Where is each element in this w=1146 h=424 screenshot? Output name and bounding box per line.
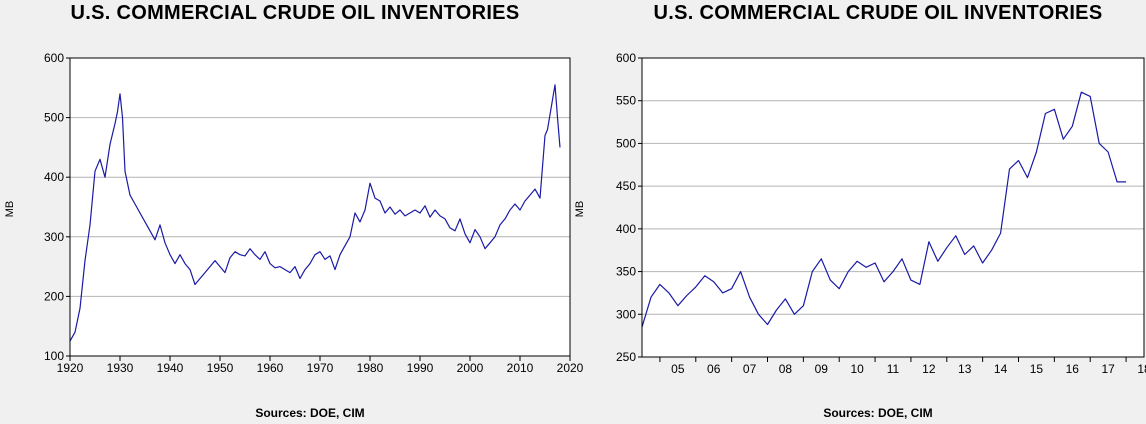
right-tick-label-x: 12: [922, 362, 936, 376]
left-plot-frame: [69, 57, 571, 357]
left-tick-label-x: 1940: [157, 361, 184, 375]
left-tick-label-x: 2020: [557, 361, 584, 375]
right-tick-label-y: 450: [616, 179, 636, 193]
chart-source-right: Sources: DOE, CIM: [823, 406, 933, 420]
right-tick-label-x: 11: [887, 362, 900, 376]
chart-title-right: U.S. COMMERCIAL CRUDE OIL INVENTORIES: [653, 2, 1103, 24]
left-tick-label-y: 600: [44, 51, 64, 65]
right-tick-label-x: 06: [707, 362, 721, 376]
chart-plot-left: 100 200 300 400 500 600 1920 1930 1940 1950 1960 19…: [44, 51, 584, 375]
left-tick-label-x: 1930: [107, 361, 134, 375]
left-tick-label-x: 1970: [307, 361, 334, 375]
chart-panel-right: U.S. COMMERCIAL CRUDE OIL INVENTORIES MB…: [570, 0, 1146, 424]
right-tick-label-x: 07: [743, 362, 757, 376]
left-plot-area: [70, 58, 570, 356]
left-tick-label-y: 100: [44, 349, 64, 363]
right-tick-label-x: 18: [1137, 362, 1146, 376]
right-tick-label-y: 300: [616, 307, 636, 321]
left-tick-label-x: 1980: [357, 361, 384, 375]
right-plot-area: [642, 58, 1144, 357]
right-tick-label-y: 350: [616, 265, 636, 279]
chart-title-left: U.S. COMMERCIAL CRUDE OIL INVENTORIES: [70, 2, 520, 24]
right-tick-label-x: 10: [850, 362, 864, 376]
right-tick-label-y: 400: [616, 222, 636, 236]
left-series-line-0: [69, 84, 561, 342]
right-tick-label-y: 600: [616, 51, 636, 65]
right-tick-label-x: 14: [994, 362, 1008, 376]
right-tick-label-x: 09: [815, 362, 829, 376]
right-tick-label-x: 15: [1030, 362, 1044, 376]
right-tick-label-y: 250: [616, 350, 636, 364]
right-tick-label-x: 16: [1066, 362, 1080, 376]
left-tick-label-x: 1960: [257, 361, 284, 375]
left-tick-label-y: 300: [44, 230, 64, 244]
right-tick-label-x: 05: [671, 362, 685, 376]
left-tick-label-y: 500: [44, 111, 64, 125]
left-tick-label-x: 1920: [57, 361, 84, 375]
chart-plot-right: 250 300 350 400 450 500 550 600 05 06 07 08 09 10 11 12…: [616, 51, 1146, 376]
right-tick-label-x: 17: [1101, 362, 1115, 376]
left-tick-label-x: 1950: [207, 361, 234, 375]
right-tick-label-x: 13: [958, 362, 972, 376]
left-tick-label-x: 1990: [407, 361, 434, 375]
right-series-line-0: [641, 91, 1127, 328]
chart-source-left: Sources: DOE, CIM: [255, 406, 365, 420]
right-tick-label-y: 500: [616, 136, 636, 150]
chart-panel-left: U.S. COMMERCIAL CRUDE OIL INVENTORIES MB…: [4, 2, 584, 420]
right-tick-label-x: 08: [779, 362, 793, 376]
right-plot-frame: [641, 57, 1145, 358]
left-tick-label-x: 2000: [457, 361, 484, 375]
left-tick-label-y: 200: [44, 289, 64, 303]
left-tick-label-x: 2010: [507, 361, 534, 375]
right-tick-label-y: 550: [616, 94, 636, 108]
left-tick-label-y: 400: [44, 170, 64, 184]
